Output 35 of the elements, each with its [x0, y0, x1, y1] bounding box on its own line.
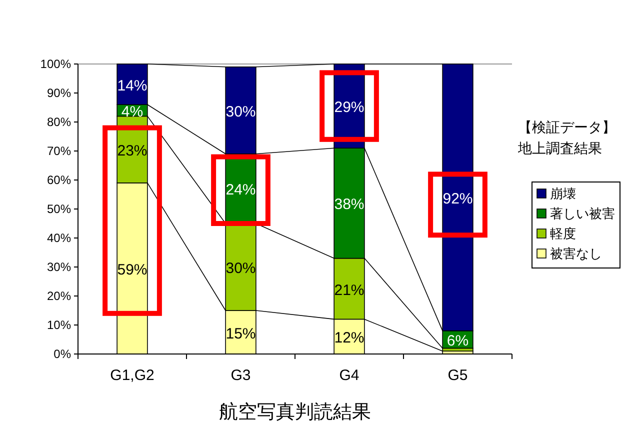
- y-tick-label: 0%: [54, 347, 72, 361]
- data-label: 23%: [117, 142, 148, 160]
- data-label: 92%: [442, 190, 473, 208]
- data-label: 6%: [446, 332, 469, 350]
- x-tick-label: G1,G2: [110, 367, 154, 384]
- data-label: 12%: [334, 330, 364, 347]
- data-label: 29%: [334, 99, 364, 116]
- data-label: 30%: [226, 103, 256, 120]
- legend-label: 崩壊: [550, 186, 576, 201]
- x-tick-label: G3: [230, 367, 251, 384]
- y-tick-label: 10%: [46, 318, 72, 332]
- data-label: 14%: [117, 77, 148, 94]
- y-tick-label: 90%: [46, 86, 72, 100]
- data-label: 59%: [117, 261, 148, 278]
- legend-label: 軽度: [550, 226, 576, 241]
- data-label: 24%: [226, 182, 256, 199]
- x-tick-label: G5: [448, 367, 468, 384]
- x-tick-label: G4: [339, 367, 360, 384]
- legend-label: 被害なし: [550, 246, 602, 261]
- y-tick-label: 80%: [46, 115, 72, 129]
- y-tick-label: 60%: [46, 173, 72, 187]
- data-label: 21%: [334, 282, 364, 299]
- data-label: 30%: [226, 260, 256, 277]
- data-label: 4%: [121, 103, 144, 120]
- legend-label: 著しい被害: [550, 206, 615, 221]
- legend-title: 【検証データ】地上調査結果: [517, 119, 616, 156]
- data-label: 38%: [334, 196, 364, 214]
- y-tick-label: 30%: [46, 260, 72, 274]
- x-axis-title: 航空写真判読結果: [219, 401, 371, 423]
- y-tick-label: 40%: [46, 231, 72, 245]
- y-tick-label: 100%: [40, 57, 72, 71]
- y-tick-label: 50%: [46, 202, 72, 216]
- y-tick-label: 70%: [46, 144, 72, 158]
- data-label: 15%: [226, 325, 256, 342]
- y-tick-label: 20%: [46, 289, 72, 303]
